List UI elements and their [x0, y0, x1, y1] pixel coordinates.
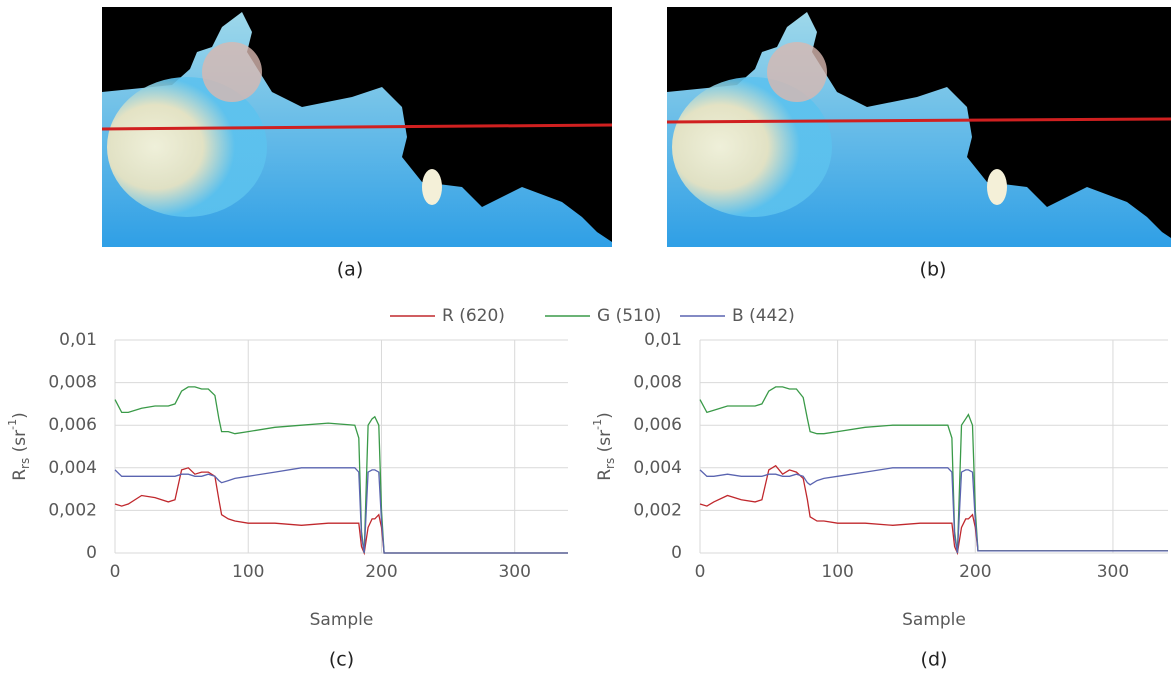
- y-axis-label-part: rs: [18, 458, 32, 469]
- chart-caption: (c): [329, 649, 354, 671]
- y-axis-label-part: (sr: [10, 430, 30, 458]
- image-b: [666, 7, 1171, 247]
- y-axis-label-part: ): [595, 412, 615, 419]
- y-tick-label: 0: [86, 543, 97, 563]
- y-tick-label: 0,006: [633, 415, 682, 435]
- image-a: [101, 7, 613, 247]
- y-tick-label: 0,002: [48, 500, 97, 520]
- x-tick-label: 300: [498, 562, 530, 582]
- y-axis-label-part: ): [10, 412, 30, 419]
- x-tick-label: 300: [1097, 562, 1129, 582]
- image-caption: (a): [337, 259, 363, 281]
- series-line: [114, 467, 568, 556]
- y-axis-label-part: rs: [603, 458, 617, 469]
- y-axis-label-part: R: [10, 469, 30, 481]
- y-axis-label: Rrs (sr-1): [6, 412, 32, 481]
- x-tick-label: 100: [232, 562, 264, 582]
- y-axis-label: Rrs (sr-1): [591, 412, 617, 481]
- legend-label: R (620): [442, 306, 505, 326]
- y-tick-label: 0,002: [633, 500, 682, 520]
- y-tick-label: 0,008: [48, 373, 97, 393]
- legend-label: B (442): [732, 306, 795, 326]
- x-tick-label: 0: [110, 562, 121, 582]
- series-line: [699, 464, 1168, 556]
- x-axis-label: Sample: [902, 610, 966, 630]
- series-line: [114, 386, 568, 554]
- x-axis-label: Sample: [310, 610, 374, 630]
- x-tick-label: 0: [695, 562, 706, 582]
- image-caption: (b): [920, 259, 947, 281]
- y-axis-label-part: -1: [591, 419, 604, 430]
- y-tick-label: 0,004: [48, 458, 97, 478]
- series-line: [114, 467, 568, 554]
- y-tick-label: 0,01: [59, 330, 97, 350]
- x-tick-label: 200: [959, 562, 991, 582]
- y-axis-label-part: R: [595, 469, 615, 481]
- y-tick-label: 0,008: [633, 373, 682, 393]
- y-tick-label: 0: [671, 543, 682, 563]
- y-tick-label: 0,01: [644, 330, 682, 350]
- chart-caption: (d): [921, 649, 948, 671]
- series-line: [699, 386, 1168, 554]
- x-tick-label: 200: [365, 562, 397, 582]
- x-tick-label: 100: [821, 562, 853, 582]
- legend-label: G (510): [597, 306, 661, 326]
- series-line: [699, 467, 1168, 554]
- y-tick-label: 0,006: [48, 415, 97, 435]
- y-tick-label: 0,004: [633, 458, 682, 478]
- y-axis-label-part: (sr: [595, 430, 615, 458]
- y-axis-label-part: -1: [6, 419, 19, 430]
